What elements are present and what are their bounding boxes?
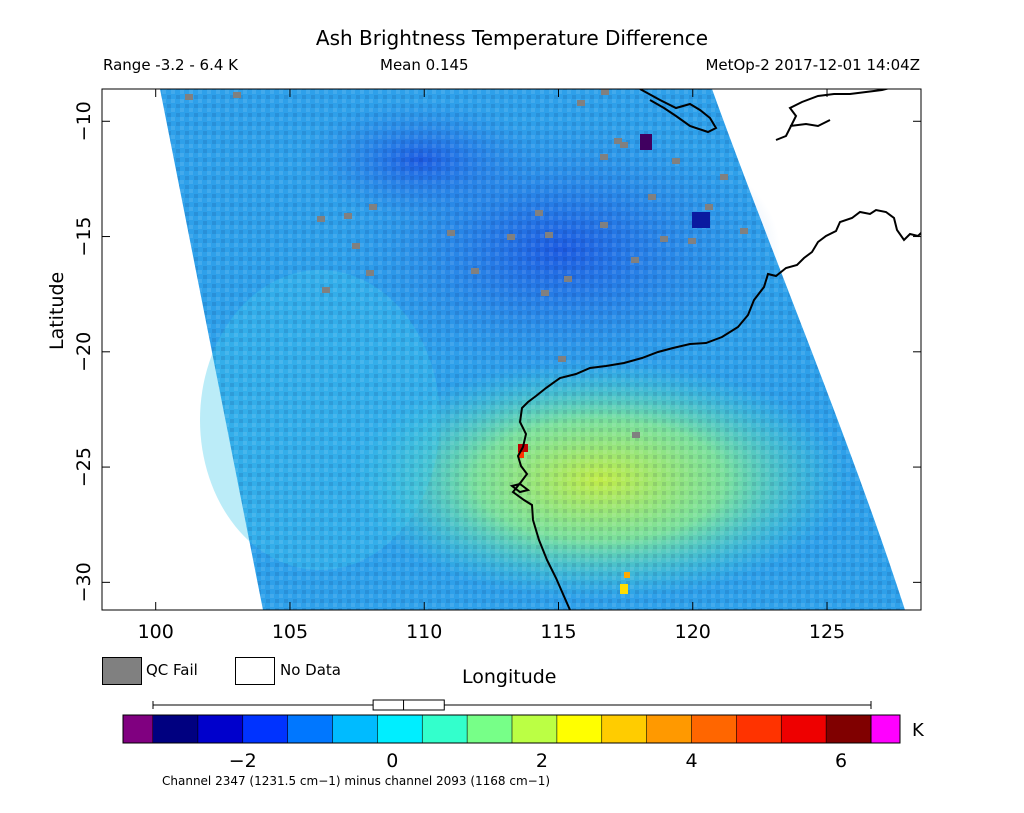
qc-fail-pixel	[471, 268, 479, 274]
colorbar-tick-label: 2	[536, 750, 548, 772]
qc-fail-pixel	[660, 236, 668, 242]
qc-fail-pixel	[366, 270, 374, 276]
qc-fail-pixel	[672, 158, 680, 164]
colorbar-segment	[556, 715, 603, 743]
colorbar-tick-label: 4	[685, 750, 697, 772]
qc-fail-label: QC Fail	[146, 661, 198, 679]
x-tick-label: 110	[406, 621, 442, 643]
qc-fail-pixel	[631, 257, 639, 263]
high-value-pixel	[624, 572, 630, 578]
colorbar-segment	[826, 715, 872, 743]
qc-fail-pixel	[447, 230, 455, 236]
y-axis-label: Latitude	[46, 271, 68, 350]
high-value-pixel	[518, 452, 524, 458]
satellite-label: MetOp-2 2017-12-01 14:04Z	[705, 56, 920, 74]
colorbar-tick-label: 0	[386, 750, 398, 772]
coastline	[509, 89, 921, 610]
timor-coastline	[639, 89, 718, 134]
colorbar-segment	[646, 715, 692, 743]
mean-label: Mean 0.145	[380, 56, 469, 74]
qc-fail-pixel	[233, 92, 241, 98]
qc-fail-swatch	[102, 657, 142, 685]
range-label: Range -3.2 - 6.4 K	[103, 56, 238, 74]
qc-fail-pixel	[632, 432, 640, 438]
colorbar-segment	[153, 715, 199, 743]
x-tick-label: 100	[138, 621, 174, 643]
qc-fail-pixel	[344, 213, 352, 219]
qc-fail-pixel	[601, 89, 609, 95]
colorbar-unit: K	[912, 720, 924, 741]
colorbar-segment	[197, 715, 244, 743]
colorbar-segment	[691, 715, 737, 743]
qc-fail-pixel	[705, 204, 713, 210]
colorbar-frame	[122, 714, 901, 744]
colorbar-segment	[601, 715, 648, 743]
no-data-label: No Data	[280, 661, 341, 679]
map-title: Ash Brightness Temperature Difference	[315, 26, 709, 50]
colorbar-segment	[467, 715, 513, 743]
x-tick-label: 120	[675, 621, 711, 643]
qc-fail-pixel	[541, 290, 549, 296]
colorbar-over	[870, 714, 901, 744]
qc-fail-pixel	[600, 154, 608, 160]
qc-fail-pixels	[185, 89, 748, 438]
colorbar-tick-label: −2	[229, 750, 257, 772]
qc-fail-pixel	[614, 138, 622, 144]
qc-fail-pixel	[535, 210, 543, 216]
low-value-pixel	[640, 134, 652, 150]
qc-fail-pixel	[740, 228, 748, 234]
colorbar-under	[122, 714, 154, 744]
x-tick-label: 105	[272, 621, 308, 643]
island-coastline	[775, 89, 891, 141]
qc-fail-pixel	[564, 276, 572, 282]
qc-fail-pixel	[507, 234, 515, 240]
qc-fail-pixel	[369, 204, 377, 210]
colorbar-segment	[332, 715, 378, 743]
no-data-swatch	[235, 657, 275, 685]
qc-fail-pixel	[688, 238, 696, 244]
y-tick-label: −10	[73, 101, 95, 141]
qc-fail-pixel	[600, 222, 608, 228]
qc-fail-pixel	[720, 174, 728, 180]
qc-fail-pixel	[545, 232, 553, 238]
high-value-pixel	[620, 584, 628, 594]
qc-fail-pixel	[620, 142, 628, 148]
qc-fail-pixel	[352, 243, 360, 249]
y-tick-label: −25	[73, 447, 95, 487]
distribution-boxplot	[152, 699, 872, 711]
colorbar-segment	[736, 715, 782, 743]
colorbar: −2 0 2 4 6	[122, 714, 901, 772]
colorbar-segment	[377, 715, 423, 743]
colorbar-segment	[287, 715, 333, 743]
colorbar-segment	[512, 715, 558, 743]
qc-fail-pixel	[558, 356, 566, 362]
colorbar-segment	[422, 715, 468, 743]
australia-west-coastline	[511, 208, 921, 610]
y-tick-label: −20	[73, 332, 95, 372]
plot-frame	[101, 88, 922, 611]
qc-fail-pixel	[648, 194, 656, 200]
y-axis: −10 −15 −20 −25 −30	[73, 101, 921, 602]
colorbar-tick-label: 6	[835, 750, 847, 772]
swath-pixel-texture	[160, 89, 905, 610]
qc-fail-pixel	[577, 100, 585, 106]
qc-fail-pixel	[185, 94, 193, 100]
channel-footnote: Channel 2347 (1231.5 cm−1) minus channel…	[162, 774, 551, 788]
x-tick-label: 115	[540, 621, 576, 643]
x-axis: 100 105 110 115 120 125	[138, 89, 845, 643]
qc-fail-pixel	[322, 287, 330, 293]
swath-layer	[160, 89, 905, 610]
boxplot-box	[372, 699, 445, 711]
x-tick-label: 125	[809, 621, 845, 643]
small-island-coastline	[509, 482, 531, 494]
x-axis-label: Longitude	[462, 666, 557, 688]
y-tick-label: −15	[73, 216, 95, 256]
low-value-pixel	[692, 212, 710, 228]
colorbar-segment	[781, 715, 827, 743]
qc-fail-pixel	[317, 216, 325, 222]
y-tick-label: −30	[73, 562, 95, 602]
colorbar-segment	[242, 715, 289, 743]
